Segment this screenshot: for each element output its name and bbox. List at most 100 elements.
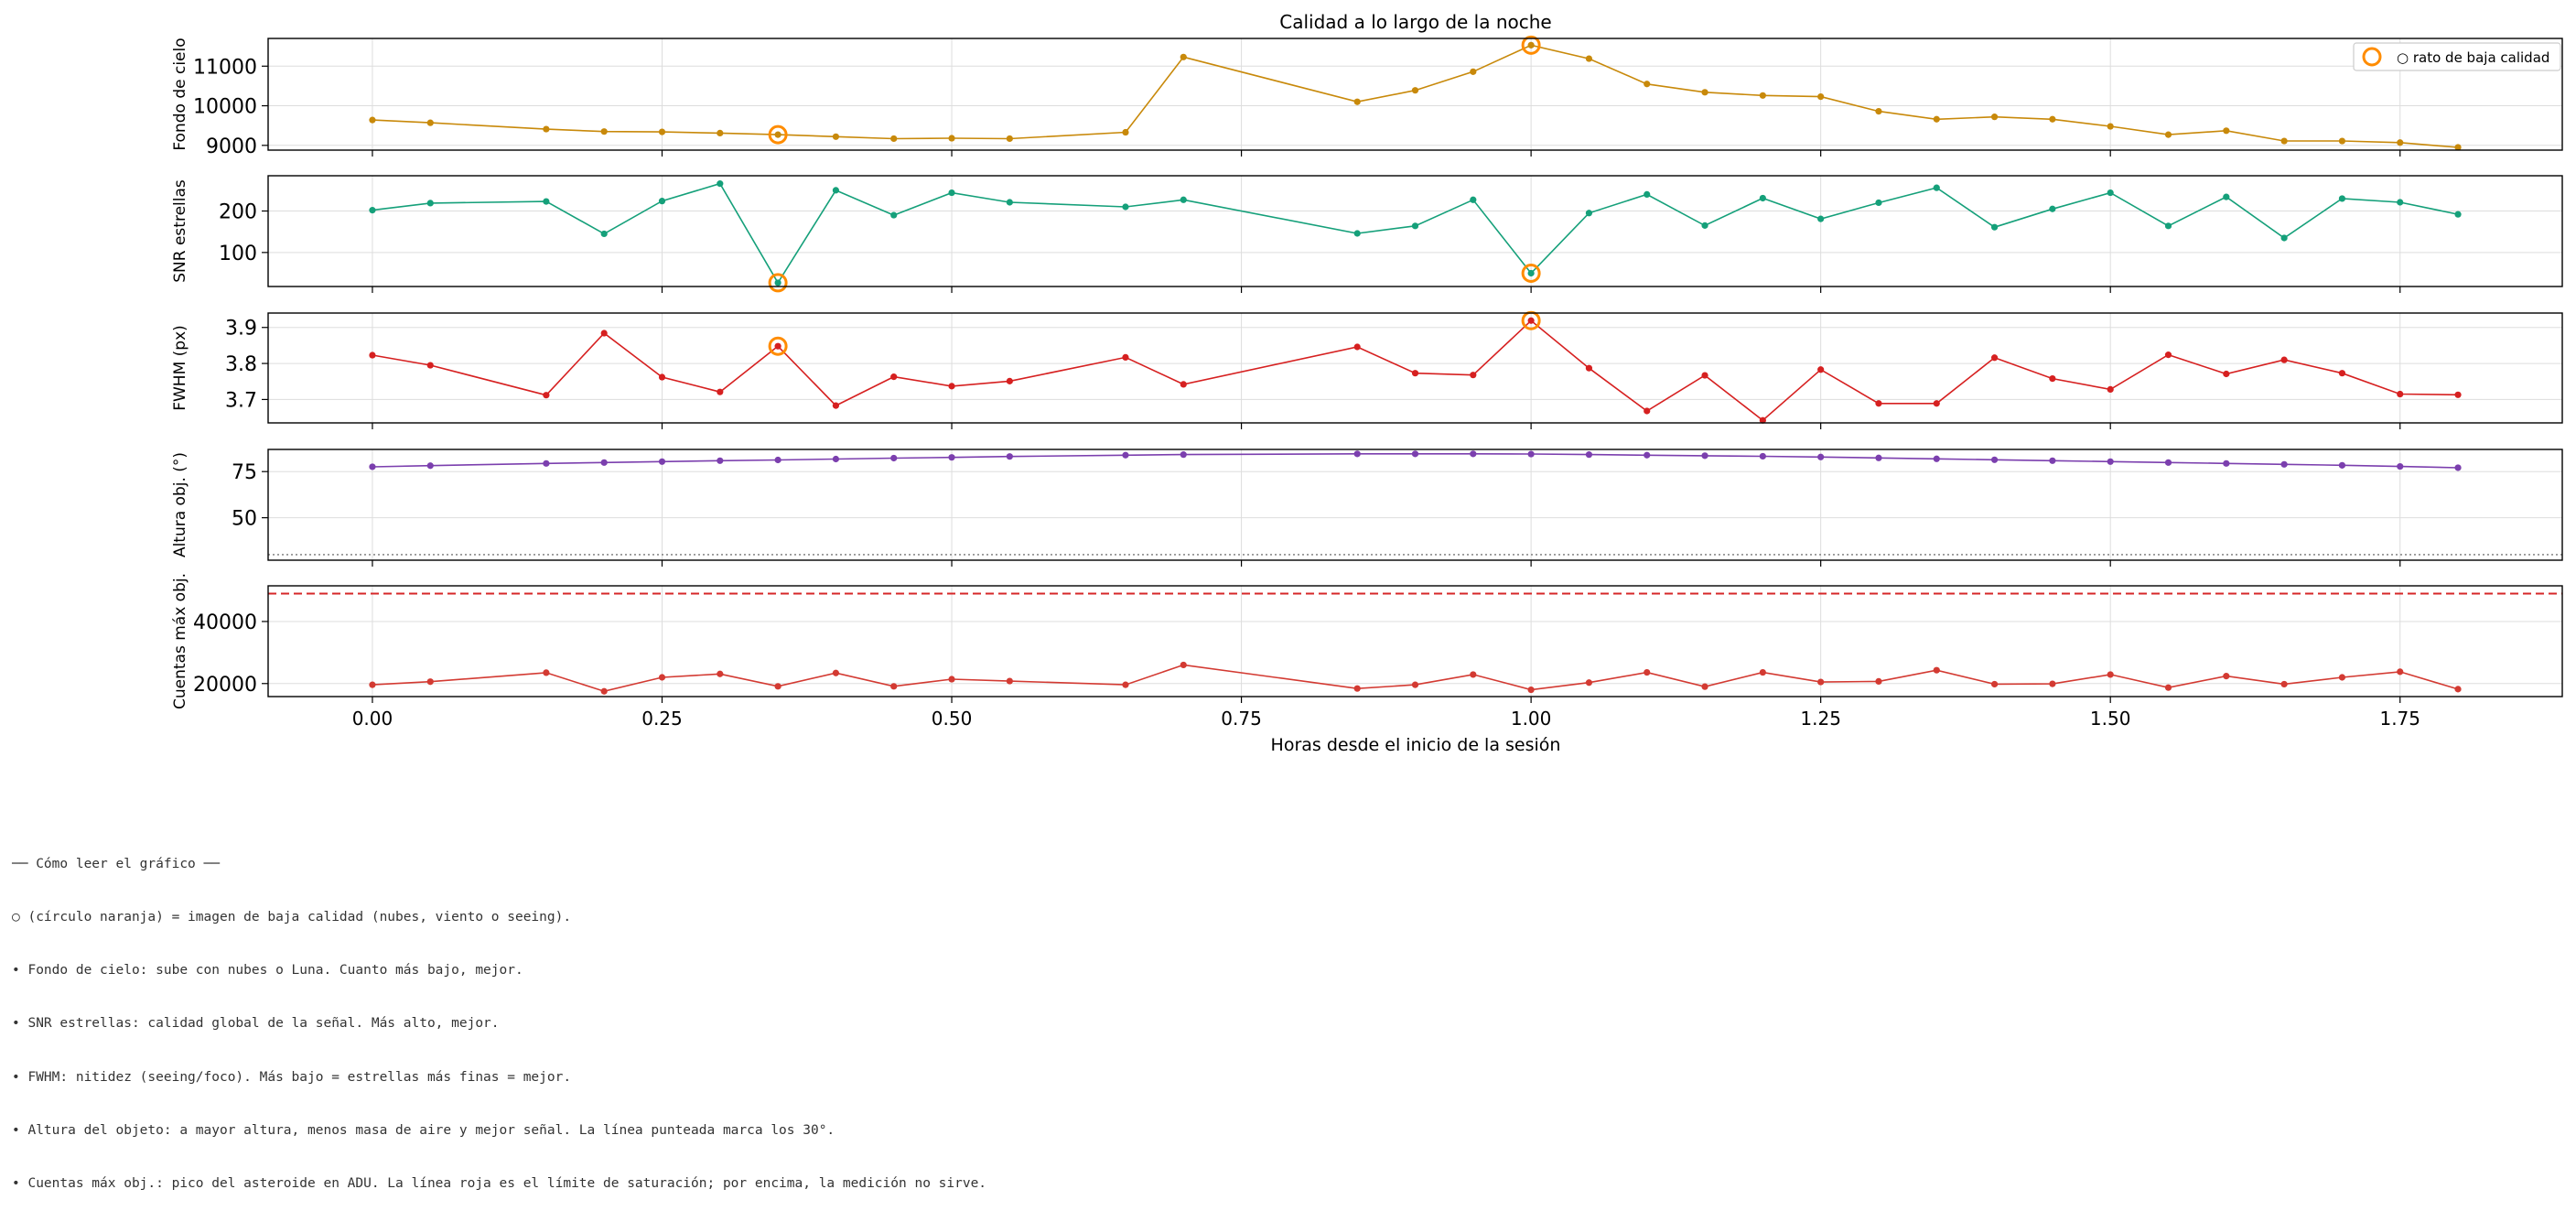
data-point-fwhm-5 — [717, 388, 724, 395]
data-point-fwhm-17 — [1585, 364, 1593, 372]
data-point-fwhm-21 — [1817, 366, 1825, 373]
data-point-sky-3 — [600, 128, 608, 135]
data-point-alt-11 — [1122, 451, 1129, 459]
data-point-sky-4 — [658, 128, 666, 135]
data-point-snr-25 — [2049, 205, 2056, 212]
data-point-counts-4 — [658, 674, 666, 681]
data-point-fwhm-7 — [832, 402, 840, 409]
data-point-fwhm-16 — [1527, 317, 1535, 324]
data-point-fwhm-28 — [2223, 370, 2230, 378]
y-tick-label-1: 3.8 — [225, 353, 257, 376]
data-point-alt-9 — [948, 454, 955, 461]
data-point-counts-28 — [2223, 673, 2230, 680]
data-point-snr-14 — [1411, 222, 1419, 230]
panel-fwhm: 3.7 3.8 3.9 FWHM (px) — [171, 310, 2563, 429]
panel-snr-stars: 100 200 SNR estrellas — [171, 175, 2563, 293]
panel-frame-alt — [267, 449, 2563, 561]
data-point-snr-8 — [890, 211, 898, 219]
y-tick-label-1: 75 — [232, 461, 257, 484]
legend: ○ rato de baja calidad — [2353, 42, 2561, 71]
data-point-alt-6 — [774, 456, 781, 464]
bad-quality-marker-fwhm-1 — [1521, 310, 1541, 330]
series-line-snr — [372, 182, 2459, 285]
data-point-alt-4 — [658, 458, 666, 465]
data-point-sky-12 — [1180, 53, 1187, 60]
y-axis-label-alt: Altura obj. (°) — [171, 452, 189, 557]
reading-guide: ── Cómo leer el gráfico ── ○ (círculo na… — [12, 820, 986, 1211]
data-point-counts-14 — [1411, 681, 1419, 688]
data-point-sky-8 — [890, 135, 898, 143]
data-point-snr-13 — [1353, 230, 1361, 237]
data-point-alt-13 — [1353, 450, 1361, 458]
data-point-fwhm-4 — [658, 373, 666, 381]
data-point-counts-5 — [717, 670, 724, 677]
legend-marker-icon — [2362, 47, 2382, 67]
y-tick-label-2: 3.9 — [225, 318, 257, 341]
series-line-sky — [372, 44, 2459, 148]
data-point-counts-29 — [2280, 680, 2288, 688]
legend-box — [2353, 42, 2561, 71]
data-point-counts-11 — [1122, 681, 1129, 688]
data-point-snr-30 — [2338, 195, 2346, 202]
data-point-sky-29 — [2280, 137, 2288, 145]
data-point-fwhm-12 — [1180, 381, 1187, 388]
data-point-sky-13 — [1353, 98, 1361, 105]
data-point-counts-15 — [1470, 671, 1477, 678]
data-point-sky-17 — [1585, 55, 1593, 62]
data-point-snr-16 — [1527, 269, 1535, 277]
data-point-counts-27 — [2164, 684, 2172, 691]
data-point-sky-28 — [2223, 127, 2230, 135]
data-point-fwhm-6 — [774, 342, 781, 350]
data-point-snr-2 — [543, 198, 550, 205]
data-point-fwhm-3 — [600, 330, 608, 337]
y-tick-label-2: 11000 — [193, 56, 257, 79]
data-point-alt-3 — [600, 459, 608, 466]
bad-quality-marker-fwhm-0 — [768, 336, 788, 356]
data-point-counts-30 — [2338, 674, 2346, 681]
data-point-alt-10 — [1006, 453, 1013, 460]
data-point-sky-6 — [774, 131, 781, 138]
data-point-sky-5 — [717, 129, 724, 136]
data-point-snr-29 — [2280, 234, 2288, 242]
legend-label: ○ rato de baja calidad — [2397, 49, 2549, 66]
data-point-sky-2 — [543, 125, 550, 133]
data-point-alt-7 — [832, 455, 840, 463]
data-point-fwhm-15 — [1470, 372, 1477, 379]
x-tick-label-3: 0.75 — [1221, 708, 1262, 730]
data-point-sky-10 — [1006, 135, 1013, 143]
panel-frame-sky — [267, 38, 2563, 151]
data-point-counts-16 — [1527, 686, 1535, 694]
data-point-sky-0 — [369, 116, 376, 124]
data-point-counts-9 — [948, 676, 955, 683]
data-point-snr-28 — [2223, 193, 2230, 200]
data-point-counts-32 — [2454, 686, 2462, 693]
panel-frame-counts — [267, 585, 2563, 697]
data-point-sky-30 — [2338, 137, 2346, 145]
data-point-counts-26 — [2107, 671, 2114, 678]
data-point-alt-25 — [2049, 457, 2056, 464]
data-point-counts-12 — [1180, 661, 1187, 669]
data-point-counts-13 — [1353, 685, 1361, 692]
y-axis-label-counts: Cuentas máx obj. — [171, 573, 189, 709]
data-point-counts-1 — [426, 678, 434, 686]
data-point-fwhm-25 — [2049, 375, 2056, 383]
data-point-counts-7 — [832, 669, 840, 676]
y-tick-label-1: 40000 — [193, 611, 257, 634]
data-point-fwhm-27 — [2164, 351, 2172, 359]
data-point-counts-8 — [890, 683, 898, 690]
data-point-counts-25 — [2049, 680, 2056, 687]
data-point-counts-17 — [1585, 679, 1593, 687]
data-point-sky-1 — [426, 119, 434, 126]
y-tick-label-0: 100 — [219, 243, 257, 265]
data-point-snr-22 — [1875, 199, 1882, 207]
data-point-fwhm-30 — [2338, 370, 2346, 377]
data-point-alt-30 — [2338, 461, 2346, 469]
data-point-alt-16 — [1527, 450, 1535, 458]
data-point-fwhm-13 — [1353, 343, 1361, 351]
bad-quality-marker-snr-0 — [768, 273, 788, 293]
data-point-sky-18 — [1644, 81, 1651, 88]
bad-quality-marker-sky-1 — [1521, 35, 1541, 55]
data-point-sky-20 — [1759, 92, 1766, 99]
data-point-sky-21 — [1817, 92, 1825, 101]
guide-line-altitude: • Altura del objeto: a mayor altura, men… — [12, 1122, 835, 1138]
